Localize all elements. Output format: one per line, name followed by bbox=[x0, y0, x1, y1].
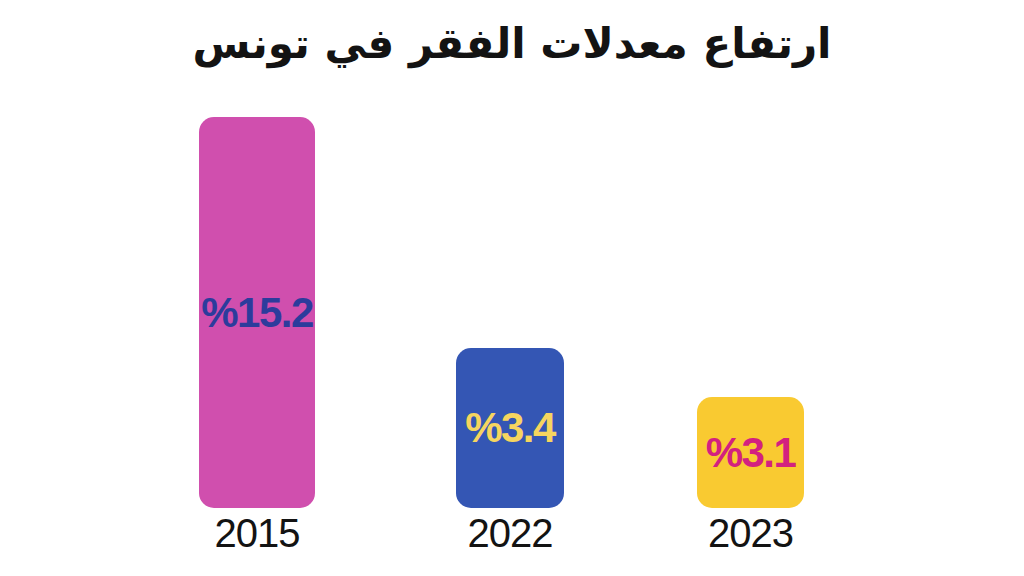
bar-2015-value-label: %15.2 bbox=[201, 289, 313, 337]
bar-2023-value-label: %3.1 bbox=[706, 429, 796, 477]
bar-2015: %15.2 bbox=[199, 117, 315, 508]
bar-2022-value-label: %3.4 bbox=[465, 404, 555, 452]
axis-label-2022: 2022 bbox=[452, 511, 568, 556]
infographic-canvas: ارتفاع معدلات الفقر في تونس %15.2 %3.4 %… bbox=[0, 0, 1024, 576]
chart-title: ارتفاع معدلات الفقر في تونس bbox=[0, 16, 1024, 73]
bar-2023: %3.1 bbox=[697, 397, 804, 508]
axis-label-2023: 2023 bbox=[693, 511, 808, 556]
axis-label-2015: 2015 bbox=[195, 511, 319, 556]
bar-2022: %3.4 bbox=[456, 348, 564, 508]
